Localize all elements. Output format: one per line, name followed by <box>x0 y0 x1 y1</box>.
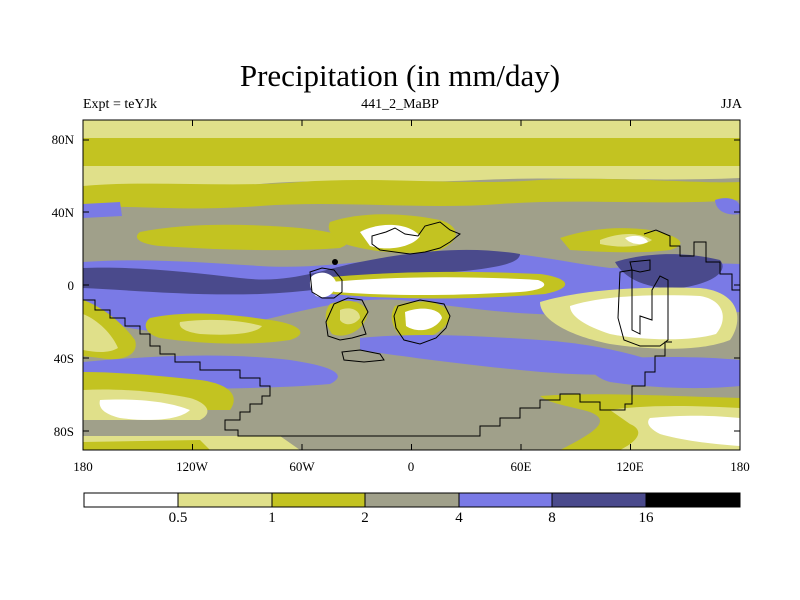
precip-field <box>83 120 740 450</box>
northern-olive-band <box>83 178 740 209</box>
antarctic-coast-olive <box>83 440 210 450</box>
west-africa-coast <box>309 267 343 299</box>
southern-africa-coast <box>393 299 451 345</box>
colorbar-swatch-5 <box>552 493 646 507</box>
antarctic-white-west <box>99 399 190 420</box>
lat-label-80n: 80N <box>51 132 74 147</box>
se-indian-blue <box>592 357 740 389</box>
east-asia-coast <box>643 229 740 291</box>
lon-label-180e: 180 <box>730 459 750 474</box>
southern-coastline <box>83 299 672 437</box>
colorbar-swatch-2 <box>272 493 365 507</box>
southeast-asia-coast <box>629 259 651 273</box>
lon-label-60e: 60E <box>510 459 532 474</box>
antarctic-white-east <box>648 415 740 446</box>
australia-coast <box>617 269 669 347</box>
colorbar-label-0-5: 0.5 <box>168 510 188 526</box>
period-label: 441_2_MaBP <box>361 97 439 112</box>
colorbar-swatch-4 <box>459 493 552 507</box>
map-title: Precipitation (in mm/day) <box>239 58 561 93</box>
heavy-precip-dot <box>332 259 338 265</box>
lat-label-0: 0 <box>67 278 75 293</box>
lat-label-40n: 40N <box>51 205 74 220</box>
colorbar-swatch-3 <box>365 493 459 507</box>
southern-ocean-blue <box>360 334 670 375</box>
colorbar-swatch-6 <box>646 493 740 507</box>
subtropical-olive-west <box>136 224 348 251</box>
arctic-light-band <box>83 120 740 138</box>
arctic-olive-band <box>83 138 740 166</box>
colorbar-dividers <box>177 493 647 507</box>
colorbar-label-2: 2 <box>361 510 369 526</box>
colorbar-label-4: 4 <box>455 510 463 526</box>
australia-white <box>570 295 723 340</box>
experiment-label: Expt = teYJk <box>83 97 157 112</box>
west-africa-white <box>309 272 336 298</box>
patagonia-coast <box>341 349 385 363</box>
colorbar-swatch-1 <box>178 493 272 507</box>
colorbar <box>83 492 741 508</box>
n-atlantic-blue-patch <box>83 202 122 218</box>
lat-label-40s: 40S <box>53 351 74 366</box>
africa-south-white <box>405 308 442 331</box>
lat-label-80s: 80S <box>53 424 74 439</box>
equatorial-white <box>324 277 545 295</box>
colorbar-label-8: 8 <box>548 510 556 526</box>
coastlines <box>83 221 740 437</box>
lon-label-60w: 60W <box>289 459 315 474</box>
indonesia-dark-patch <box>615 254 723 289</box>
itcz-dark-band <box>83 249 520 295</box>
colorbar-swatch-0 <box>84 493 178 507</box>
colorbar-label-1: 1 <box>268 510 276 526</box>
colorbar-frame <box>83 492 741 508</box>
south-america-coast <box>325 297 369 341</box>
south-pacific-light <box>179 319 262 335</box>
nw-pacific-blue-patch <box>715 198 740 215</box>
south-america-light <box>340 308 360 325</box>
sahara-white-patch <box>360 224 420 249</box>
se-pacific-light <box>83 314 118 352</box>
northern-light-band <box>83 166 740 190</box>
asia-white-patch <box>625 235 648 245</box>
north-africa-coast <box>371 221 461 255</box>
lon-label-120e: 120E <box>616 459 644 474</box>
season-label: JJA <box>720 97 742 112</box>
lon-label-120w: 120W <box>176 459 208 474</box>
lon-label-0: 0 <box>407 459 415 474</box>
map-ticks <box>82 120 741 450</box>
lon-label-180w: 180 <box>73 459 93 474</box>
colorbar-label-16: 16 <box>638 510 654 526</box>
